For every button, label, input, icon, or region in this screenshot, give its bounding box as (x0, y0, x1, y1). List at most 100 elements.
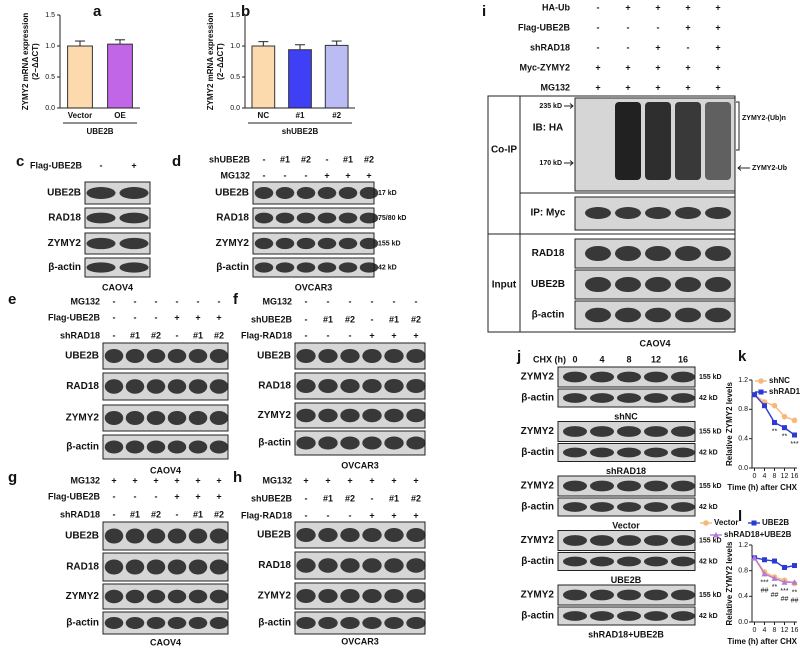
size-marker: 17 kD (378, 190, 397, 197)
blot-band (146, 589, 166, 604)
blot-band (675, 307, 701, 323)
condition-mark: - (327, 510, 330, 520)
condition-mark: - (176, 509, 179, 519)
cell-line: CAOV4 (150, 465, 181, 475)
y-tick-label: 1.0 (230, 43, 240, 50)
x-tick-label: 12 (781, 473, 789, 480)
condition-label: shUBE2B (209, 154, 251, 164)
blot-band (125, 589, 145, 604)
y-tick-label: 0.0 (230, 105, 240, 112)
blot-band (362, 588, 382, 604)
cell-line: CAOV4 (639, 338, 670, 348)
annotation: *** (780, 588, 788, 595)
blot-band (615, 276, 641, 293)
blot-band (146, 440, 166, 454)
blot-band (104, 528, 124, 544)
blot-band (188, 589, 208, 604)
blot-band (146, 528, 166, 544)
blot-band (563, 426, 587, 437)
size-marker: 42 kD (699, 613, 718, 620)
condition-mark: - (327, 330, 330, 340)
blot-band (590, 480, 614, 492)
blot-band (146, 559, 166, 575)
blot-band (563, 502, 587, 512)
condition-label: HA-Ub (542, 2, 570, 12)
blot-band (384, 436, 404, 450)
point (792, 563, 797, 569)
blot-band (362, 558, 382, 573)
annotation: ** (772, 428, 778, 435)
y-axis-label: ZYMY2 mRNA expression (21, 13, 30, 111)
blot-band (340, 527, 360, 543)
condition-mark: - (371, 296, 374, 306)
condition-mark: + (625, 62, 630, 72)
panel-letter: l (738, 508, 742, 525)
blot-band (104, 410, 124, 426)
condition-mark: #1 (323, 493, 333, 503)
blot-band (340, 617, 360, 629)
blot-band (705, 245, 731, 262)
legend-label: shRAD18 (769, 387, 800, 396)
band-label: ZYMY2 (258, 591, 292, 602)
blot-band (318, 436, 338, 450)
blot-band (167, 348, 187, 364)
blot-band (340, 558, 360, 573)
x-axis-label: Time (h) after CHX (727, 483, 797, 492)
y-axis-unit: (2−ΔΔCT) (31, 43, 40, 80)
condition-mark: + (413, 475, 418, 485)
blot-band (705, 276, 731, 293)
panel-letter: h (233, 469, 242, 486)
blot-band (296, 237, 316, 250)
condition-mark: + (413, 510, 418, 520)
y-tick-label: 1.5 (45, 12, 55, 19)
blot-band (359, 262, 379, 273)
band-label: ZYMY2 (48, 238, 82, 249)
condition-mark: + (655, 62, 660, 72)
y-tick-label: 0.4 (738, 593, 748, 600)
blot-band (275, 262, 295, 273)
band-label: UBE2B (257, 530, 291, 541)
blot-band (296, 262, 316, 273)
blot-band (338, 187, 358, 199)
condition-mark: + (391, 510, 396, 520)
blot-band (617, 480, 641, 492)
condition-mark: - (113, 509, 116, 519)
blot-band (384, 617, 404, 629)
cell-line: OVCAR3 (341, 460, 379, 470)
blot-band (167, 589, 187, 604)
y-tick-label: 1.2 (738, 542, 748, 549)
band-label: RAD18 (66, 562, 99, 573)
blot-band (590, 447, 614, 458)
condition-mark: - (263, 154, 266, 164)
y-axis-unit: (2−ΔΔCT) (216, 43, 225, 80)
category-label: #2 (332, 111, 341, 120)
ub-smear (705, 102, 731, 180)
annotation: *** (790, 441, 798, 448)
condition-mark: + (111, 475, 116, 485)
annotation: ** (772, 584, 778, 591)
y-axis-label: Relative ZYMY2 levels (725, 541, 734, 626)
blot-band (406, 558, 426, 573)
bar (324, 44, 349, 109)
band-label: ZYMY2 (66, 413, 100, 424)
blot-band (590, 611, 614, 621)
condition-mark: + (715, 62, 720, 72)
blot-band (617, 502, 641, 512)
blot-band (644, 371, 668, 383)
x-tick-label: 16 (791, 627, 799, 634)
condition-mark: - (305, 170, 308, 180)
band-label: RAD18 (258, 381, 291, 392)
blot-band (359, 237, 379, 250)
blot-band (317, 187, 337, 199)
point (762, 557, 767, 563)
condition-mark: - (627, 22, 630, 32)
blot-band (671, 480, 695, 492)
blot-band (617, 589, 641, 601)
blot-band (167, 617, 187, 629)
condition-label: MG132 (262, 475, 292, 485)
blot-band (671, 502, 695, 512)
blot-band (644, 589, 668, 601)
band-label: RAD18 (216, 213, 249, 224)
blot-band (104, 379, 124, 394)
